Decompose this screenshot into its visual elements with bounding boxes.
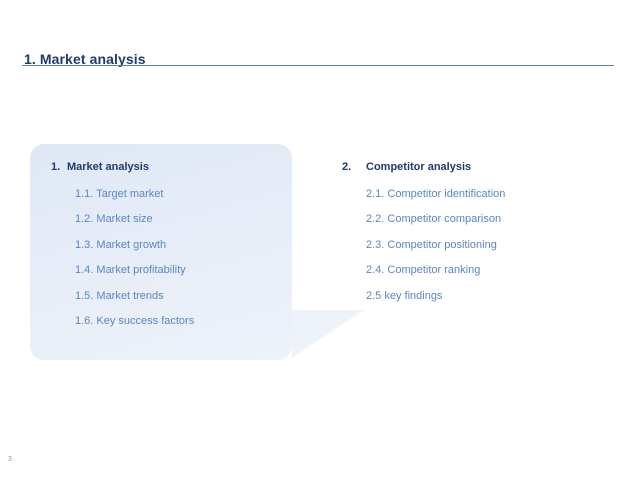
- section-heading[interactable]: 1. Market analysis: [51, 161, 149, 173]
- title-divider: [22, 65, 614, 66]
- list-item[interactable]: 2.5 key findings: [366, 290, 443, 302]
- list-item[interactable]: 2.2. Competitor comparison: [366, 213, 502, 225]
- list-item[interactable]: 1.5. Market trends: [75, 290, 164, 302]
- section-number: 2.: [342, 161, 352, 173]
- list-item[interactable]: 1.1. Target market: [75, 188, 164, 200]
- list-item[interactable]: 1.2. Market size: [75, 213, 153, 225]
- active-section-highlight: [30, 144, 292, 360]
- list-item[interactable]: 1.4. Market profitability: [75, 264, 186, 276]
- section-number: 1.: [51, 161, 61, 173]
- list-item[interactable]: 2.3. Competitor positioning: [366, 239, 497, 251]
- list-item[interactable]: 1.6. Key success factors: [75, 315, 195, 327]
- section-heading[interactable]: 2. Competitor analysis: [342, 161, 471, 173]
- highlight-shadow-shape: [292, 310, 364, 358]
- slide-title: 1. Market analysis: [24, 51, 146, 67]
- list-item[interactable]: 2.4. Competitor ranking: [366, 264, 481, 276]
- list-item[interactable]: 2.1. Competitor identification: [366, 188, 506, 200]
- list-item[interactable]: 1.3. Market growth: [75, 239, 167, 251]
- section-title: Market analysis: [67, 161, 149, 173]
- page-number: 3: [8, 456, 12, 463]
- section-title: Competitor analysis: [366, 161, 472, 173]
